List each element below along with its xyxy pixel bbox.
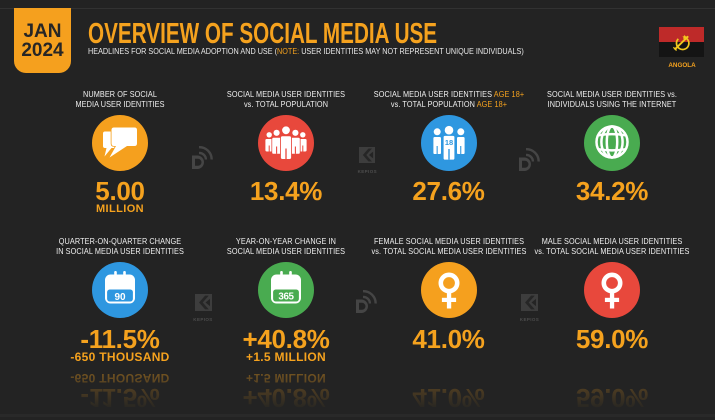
svg-text:365: 365 <box>278 292 294 303</box>
svg-text:18: 18 <box>444 138 452 147</box>
svg-text:90: 90 <box>114 292 126 303</box>
